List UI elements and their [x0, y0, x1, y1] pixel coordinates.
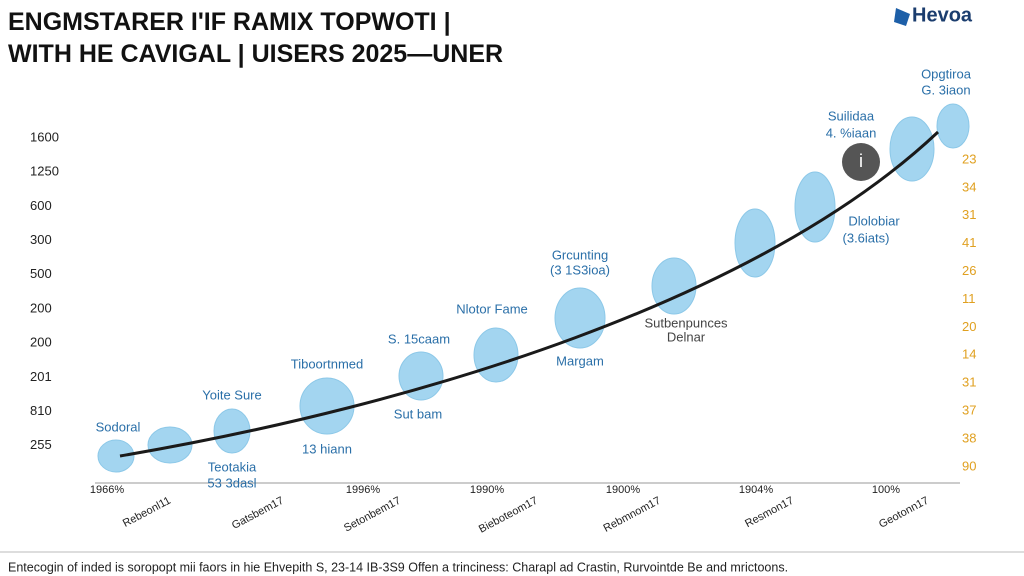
logo-icon [894, 8, 910, 26]
trend-curve [119, 130, 940, 458]
right-axis-label: 31 [962, 207, 976, 222]
annotation: 13 hiann [302, 441, 352, 456]
x-label: Gatsbem17 [230, 495, 286, 532]
annotation: Sutbenpunces [644, 315, 728, 330]
x-label: 1966% [90, 484, 124, 496]
left-axis-label: 1600 [30, 129, 59, 144]
right-axis-label: 26 [962, 263, 976, 278]
right-axis-label: 34 [962, 179, 976, 194]
annotation: Dlolobiar [848, 213, 900, 228]
bubble [554, 287, 606, 349]
annotation: (3 1S3ioa) [550, 262, 610, 277]
bubbles [97, 103, 970, 473]
left-axis-label: 600 [30, 198, 52, 213]
bubble [651, 257, 697, 315]
annotation: 53 3dasl [207, 475, 256, 490]
right-axis-label: 20 [962, 319, 976, 334]
annotation: Yoite Sure [202, 387, 262, 402]
annotation: Teotakia [208, 459, 257, 474]
x-label: Setonbem17 [342, 495, 403, 535]
bubble [734, 208, 776, 278]
x-label: Rebeonl11 [121, 495, 173, 530]
right-axis-label: 11 [962, 291, 976, 306]
annotation: Opgtiroa [921, 66, 972, 81]
bubble [147, 426, 193, 464]
annotation: Sut bam [394, 406, 442, 421]
right-axis-label: 41 [962, 235, 976, 250]
left-axis-label: 500 [30, 266, 52, 281]
title: WITH HE CAVIGAL | UISERS 2025—UNER [8, 40, 503, 68]
footer: Entecogin of inded is soropopt mii faors… [8, 560, 788, 574]
x-label: 1996% [346, 484, 380, 496]
x-label: 1990% [470, 484, 504, 496]
bubble [97, 439, 135, 473]
annotation: S. 15caam [388, 331, 450, 346]
right-axis-label: 31 [962, 375, 976, 390]
marker-label: i [859, 151, 863, 171]
annotation: Sodoral [96, 419, 141, 434]
left-axis-label: 300 [30, 232, 52, 247]
logo: Hevoa [912, 4, 973, 26]
right-axis-label: 38 [962, 430, 976, 445]
x-label: Geotonn17 [877, 495, 931, 531]
annotation: (3.6iats) [843, 230, 890, 245]
x-label: Rebmnom17 [602, 495, 663, 535]
left-axis-label: 810 [30, 403, 52, 418]
annotation: Nlotor Fame [456, 301, 528, 316]
bubble [794, 171, 836, 243]
annotation: 4. %iaan [826, 125, 877, 140]
annotation: G. 3iaon [921, 82, 970, 97]
annotation: Margam [556, 353, 604, 368]
x-label: 100% [872, 484, 900, 496]
right-axis-label: 37 [962, 403, 976, 418]
annotation: Tiboortnmed [291, 356, 364, 371]
annotation: Suilidaa [828, 108, 875, 123]
x-label: Bieboteom17 [477, 495, 540, 536]
left-axis-label: 255 [30, 437, 52, 452]
title: ENGMSTARER I'IF RAMIX TOPWOTI | [8, 8, 451, 36]
right-axis-label: 90 [962, 458, 976, 473]
bubble [299, 377, 355, 435]
right-axis-label: 14 [962, 347, 976, 362]
left-axis-label: 201 [30, 369, 52, 384]
left-axis-label: 200 [30, 300, 52, 315]
bubble [473, 327, 519, 383]
x-label: Resmon17 [743, 495, 796, 531]
x-label: 1900% [606, 484, 640, 496]
left-axis-label: 200 [30, 335, 52, 350]
annotation: Delnar [667, 329, 706, 344]
left-axis-label: 1250 [30, 164, 59, 179]
bubble [398, 351, 444, 401]
marker [842, 143, 880, 181]
bubble [889, 116, 935, 182]
x-label: 1904% [739, 484, 773, 496]
bubble [936, 103, 970, 149]
right-axis-label: 23 [962, 151, 976, 166]
annotation: Grcunting [552, 247, 608, 262]
